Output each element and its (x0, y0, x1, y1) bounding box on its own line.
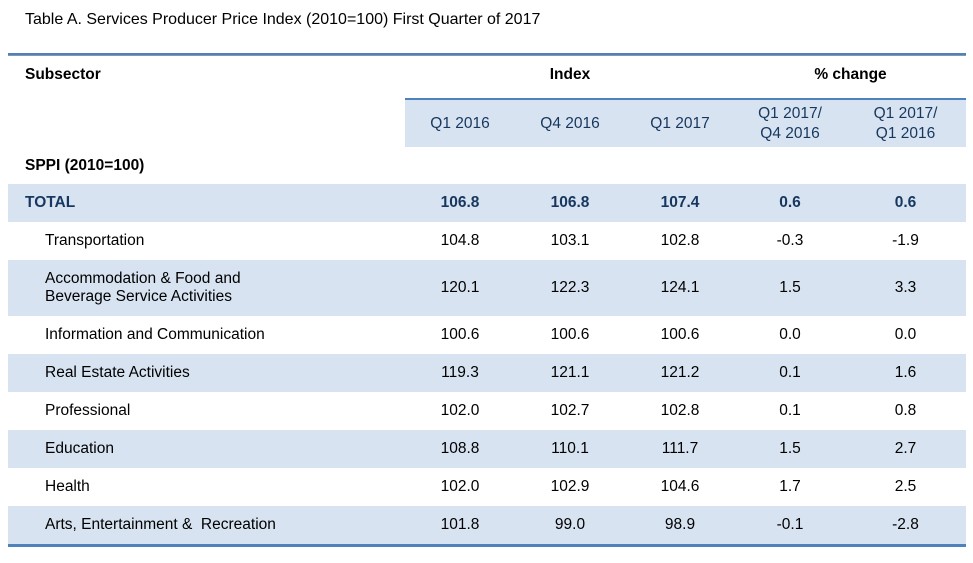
row-label: Professional (45, 402, 131, 419)
row-label: Education (45, 440, 114, 457)
pct-change-group-header: % change (814, 65, 887, 83)
row-value: 0.0 (894, 326, 917, 343)
bottom-rule (8, 544, 966, 547)
row-label: Accommodation & Food and Beverage Servic… (45, 270, 241, 305)
row-value: 2.7 (894, 440, 917, 457)
empty-corner-cell (8, 98, 405, 147)
row-value: -1.9 (892, 232, 919, 249)
row-label: Health (45, 478, 90, 495)
row-value: 98.9 (664, 516, 696, 533)
row-value: 0.0 (779, 326, 801, 343)
row-value: 102.0 (440, 478, 480, 495)
top-rule (8, 53, 966, 56)
subsector-column-header: Subsector (25, 65, 101, 83)
row-value: 0.8 (894, 402, 917, 419)
row-value: 99.0 (554, 516, 586, 533)
row-label: Information and Communication (45, 326, 265, 343)
row-value: -2.8 (892, 516, 919, 533)
row-value: 1.5 (779, 279, 801, 296)
row-value: 103.1 (550, 232, 590, 249)
sppi-table: Subsector Index % change Q1 2016 Q4 2016… (8, 53, 966, 547)
table-title: Table A. Services Producer Price Index (… (25, 11, 541, 28)
row-value: 102.8 (660, 232, 700, 249)
row-value: 102.8 (660, 402, 700, 419)
row-value: 104.8 (440, 232, 480, 249)
table-row: TOTAL 106.8 106.8 107.4 0.6 0.6 (8, 184, 966, 222)
row-value: 107.4 (660, 194, 700, 211)
row-value: 121.2 (660, 364, 700, 381)
row-value: 3.3 (894, 279, 917, 296)
row-value: 102.9 (550, 478, 590, 495)
row-value: 101.8 (440, 516, 480, 533)
row-value: 110.1 (551, 440, 589, 457)
row-value: 1.5 (779, 440, 801, 457)
column-header-q1-2016: Q1 2016 (405, 98, 515, 147)
row-label: Transportation (45, 232, 145, 249)
table-row: Transportation 104.8 103.1 102.8 -0.3 -1.9 (8, 222, 966, 260)
row-value: 104.6 (660, 478, 700, 495)
row-value: 1.6 (894, 364, 917, 381)
table-row: Health 102.0 102.9 104.6 1.7 2.5 (8, 468, 966, 506)
row-value: 102.0 (440, 402, 480, 419)
row-value: 106.8 (550, 194, 590, 211)
column-header-q1-2017: Q1 2017 (625, 98, 735, 147)
row-value: -0.1 (776, 516, 804, 533)
table-body: TOTAL 106.8 106.8 107.4 0.6 0.6 Transportation… (8, 184, 966, 544)
row-label: TOTAL (25, 194, 76, 211)
row-label: Arts, Entertainment & Recreation (45, 516, 276, 533)
row-value: 121.1 (550, 364, 590, 381)
unit-label: SPPI (2010=100) (25, 156, 145, 174)
row-value: 1.7 (779, 478, 801, 495)
unit-row: SPPI (2010=100) (8, 147, 966, 184)
table-row: Professional 102.0 102.7 102.8 0.1 0.8 (8, 392, 966, 430)
row-value: 122.3 (550, 279, 590, 296)
table-row: Accommodation & Food and Beverage Servic… (8, 260, 966, 316)
row-value: 0.1 (779, 402, 801, 419)
row-value: 100.6 (660, 326, 700, 343)
row-value: 108.8 (440, 440, 480, 457)
row-value: 119.3 (441, 364, 479, 381)
row-value: 0.6 (779, 194, 801, 211)
row-label: Real Estate Activities (45, 364, 190, 381)
row-value: 106.8 (440, 194, 480, 211)
table-row: Arts, Entertainment & Recreation 101.8 99.… (8, 506, 966, 544)
row-value: 0.6 (894, 194, 917, 211)
group-header-row: Subsector Index % change (8, 56, 966, 93)
table-row: Real Estate Activities 119.3 121.1 121.2 0.1… (8, 354, 966, 392)
row-value: 120.1 (440, 279, 480, 296)
table-row: Information and Communication 100.6 100.6 1… (8, 316, 966, 354)
table-row: Education 108.8 110.1 111.7 1.5 2.7 (8, 430, 966, 468)
row-value: 100.6 (550, 326, 590, 343)
index-group-header: Index (549, 65, 591, 83)
row-value: 102.7 (550, 402, 590, 419)
column-header-q4-2016: Q4 2016 (515, 98, 625, 147)
row-value: 111.7 (661, 440, 699, 457)
row-value: -0.3 (776, 232, 804, 249)
column-header-q1-2017-vs-q4-2016: Q1 2017/ Q4 2016 (735, 98, 845, 147)
column-header-row: Q1 2016 Q4 2016 Q1 2017 Q1 2017/ Q4 2016… (8, 98, 966, 147)
row-value: 124.1 (660, 279, 700, 296)
row-value: 100.6 (440, 326, 480, 343)
column-header-q1-2017-vs-q1-2016: Q1 2017/ Q1 2016 (845, 98, 966, 147)
row-value: 2.5 (894, 478, 917, 495)
row-value: 0.1 (779, 364, 801, 381)
